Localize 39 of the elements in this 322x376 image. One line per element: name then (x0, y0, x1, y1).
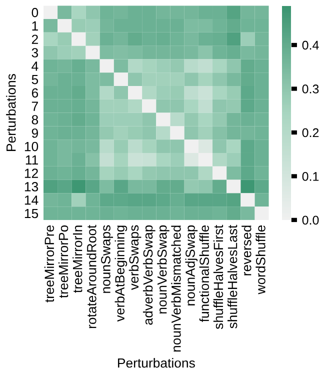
y-tick-label: 11 (26, 155, 38, 164)
x-tick-label: nounAdjSwap (185, 225, 198, 306)
x-tick-label: rotateAroundRoot (86, 224, 96, 328)
y-tick-label: 5 (32, 75, 38, 84)
x-tick-label: nounSwaps (101, 225, 114, 293)
x-tick-label: shuffleHalvesLast (228, 224, 238, 328)
y-tick-label: 4 (32, 62, 38, 71)
y-tick-label: 6 (32, 88, 38, 98)
color-bar-label: 0.2 (302, 128, 319, 138)
y-axis-title: Perturbations (6, 74, 16, 151)
y-tick-label: 12 (24, 168, 38, 178)
x-tick-label: wordShuffle (256, 225, 266, 294)
y-tick-label: 7 (32, 102, 38, 111)
y-tick-label: 8 (32, 115, 38, 124)
y-tick-label: 3 (32, 48, 38, 58)
color-bar-label: 0.3 (302, 84, 319, 94)
x-tick-label: shuffleHalvesFirst (213, 224, 224, 330)
x-tick-label: nounVerbSwap (157, 225, 170, 314)
color-bar-label: 0.4 (302, 40, 319, 50)
x-tick-label: adverbVerbSwap (142, 225, 156, 325)
x-tick-label: verbAtBeginning (114, 226, 128, 322)
x-tick-label: treeMirrorIn (72, 226, 82, 293)
y-tick-label: 2 (32, 34, 38, 44)
y-tick-label: 0 (32, 8, 38, 18)
x-axis-title: Perturbations (118, 358, 195, 368)
x-tick-label: verbSwaps (128, 225, 142, 290)
x-tick-label: treeMirrorPo (58, 225, 68, 298)
y-tick-label: 10 (24, 142, 38, 152)
x-tick-label: nounVerbMismatched (171, 226, 181, 352)
y-tick-label: 13 (24, 182, 38, 192)
x-tick-label: treeMirrorPre (44, 225, 54, 302)
y-tick-label: 15 (24, 208, 38, 218)
x-tick-label: functionalShuffle (199, 225, 210, 322)
y-tick-label: 14 (24, 196, 38, 205)
y-tick-label: 9 (32, 128, 38, 138)
x-tick-label: reversed (242, 226, 252, 276)
color-bar-label: 0.0 (302, 216, 319, 225)
y-tick-label: 1 (32, 21, 38, 31)
color-bar-label: 0.1 (302, 172, 319, 181)
